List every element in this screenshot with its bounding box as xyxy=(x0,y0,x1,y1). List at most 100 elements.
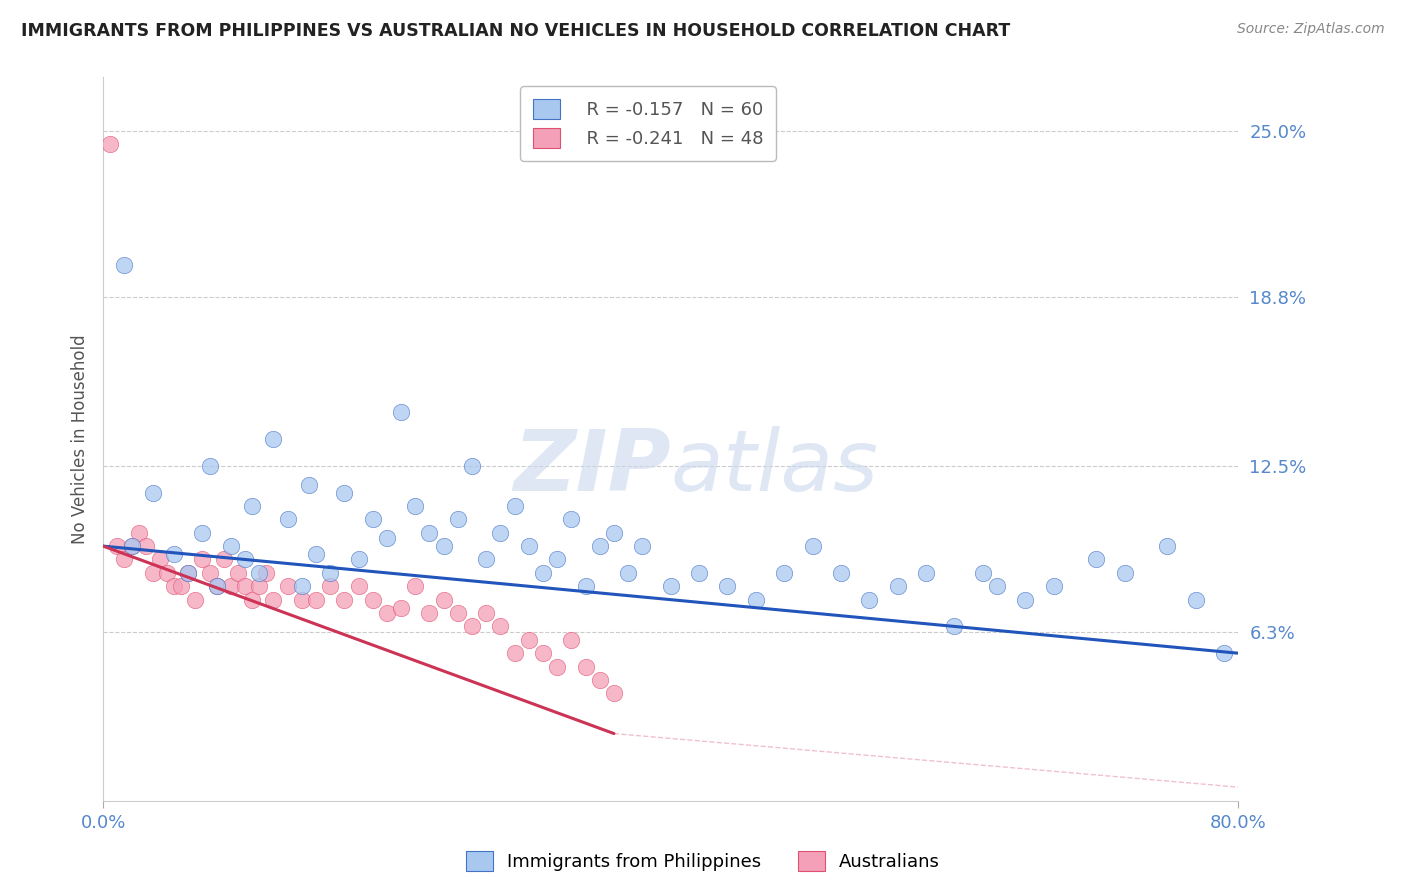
Point xyxy=(546,552,568,566)
Point xyxy=(184,592,207,607)
Point xyxy=(489,525,512,540)
Point xyxy=(517,539,540,553)
Point xyxy=(560,632,582,647)
Y-axis label: No Vehicles in Household: No Vehicles in Household xyxy=(72,334,89,544)
Point xyxy=(560,512,582,526)
Point xyxy=(298,477,321,491)
Point xyxy=(156,566,179,580)
Point xyxy=(574,579,596,593)
Point xyxy=(745,592,768,607)
Point xyxy=(135,539,157,553)
Point xyxy=(461,458,484,473)
Point xyxy=(972,566,994,580)
Point xyxy=(205,579,228,593)
Point xyxy=(589,539,612,553)
Point xyxy=(603,525,626,540)
Point xyxy=(333,485,356,500)
Point xyxy=(361,512,384,526)
Point xyxy=(240,592,263,607)
Point xyxy=(219,539,242,553)
Point xyxy=(688,566,710,580)
Point xyxy=(858,592,880,607)
Point xyxy=(142,566,165,580)
Point xyxy=(389,405,412,419)
Point xyxy=(418,525,440,540)
Point xyxy=(517,632,540,647)
Point xyxy=(389,600,412,615)
Text: ZIP: ZIP xyxy=(513,426,671,509)
Point xyxy=(489,619,512,633)
Point xyxy=(1043,579,1066,593)
Point xyxy=(212,552,235,566)
Point xyxy=(986,579,1008,593)
Text: atlas: atlas xyxy=(671,426,879,509)
Point xyxy=(254,566,277,580)
Point xyxy=(305,592,328,607)
Point xyxy=(219,579,242,593)
Point xyxy=(347,552,370,566)
Point xyxy=(347,579,370,593)
Point xyxy=(177,566,200,580)
Point xyxy=(1014,592,1036,607)
Point xyxy=(447,606,470,620)
Point xyxy=(574,659,596,673)
Point xyxy=(404,579,426,593)
Point xyxy=(531,646,554,660)
Point xyxy=(247,566,270,580)
Point xyxy=(418,606,440,620)
Point xyxy=(531,566,554,580)
Point xyxy=(631,539,654,553)
Point xyxy=(617,566,640,580)
Point xyxy=(375,606,398,620)
Point xyxy=(121,539,143,553)
Point xyxy=(291,579,314,593)
Point xyxy=(589,673,612,687)
Point xyxy=(205,579,228,593)
Point xyxy=(262,592,284,607)
Point xyxy=(1114,566,1136,580)
Point xyxy=(170,579,193,593)
Point xyxy=(142,485,165,500)
Point xyxy=(98,137,121,152)
Point xyxy=(659,579,682,593)
Point xyxy=(1213,646,1236,660)
Point xyxy=(262,432,284,446)
Point xyxy=(163,547,186,561)
Point xyxy=(163,579,186,593)
Point xyxy=(1085,552,1108,566)
Point xyxy=(887,579,910,593)
Point xyxy=(475,606,498,620)
Point xyxy=(1156,539,1178,553)
Point xyxy=(361,592,384,607)
Point xyxy=(233,552,256,566)
Point xyxy=(128,525,150,540)
Legend: Immigrants from Philippines, Australians: Immigrants from Philippines, Australians xyxy=(458,844,948,879)
Point xyxy=(433,592,456,607)
Legend:   R = -0.157   N = 60,   R = -0.241   N = 48: R = -0.157 N = 60, R = -0.241 N = 48 xyxy=(520,87,776,161)
Point xyxy=(603,686,626,700)
Point xyxy=(105,539,128,553)
Point xyxy=(943,619,966,633)
Point xyxy=(277,512,299,526)
Point xyxy=(830,566,852,580)
Point xyxy=(247,579,270,593)
Point xyxy=(149,552,172,566)
Point xyxy=(319,566,342,580)
Point xyxy=(447,512,470,526)
Point xyxy=(319,579,342,593)
Point xyxy=(177,566,200,580)
Point xyxy=(233,579,256,593)
Point xyxy=(191,552,214,566)
Point xyxy=(291,592,314,607)
Point xyxy=(277,579,299,593)
Point xyxy=(801,539,824,553)
Point xyxy=(198,566,221,580)
Text: IMMIGRANTS FROM PHILIPPINES VS AUSTRALIAN NO VEHICLES IN HOUSEHOLD CORRELATION C: IMMIGRANTS FROM PHILIPPINES VS AUSTRALIA… xyxy=(21,22,1011,40)
Point xyxy=(191,525,214,540)
Point xyxy=(433,539,456,553)
Point xyxy=(475,552,498,566)
Point xyxy=(503,499,526,513)
Point xyxy=(375,531,398,545)
Point xyxy=(503,646,526,660)
Point xyxy=(198,458,221,473)
